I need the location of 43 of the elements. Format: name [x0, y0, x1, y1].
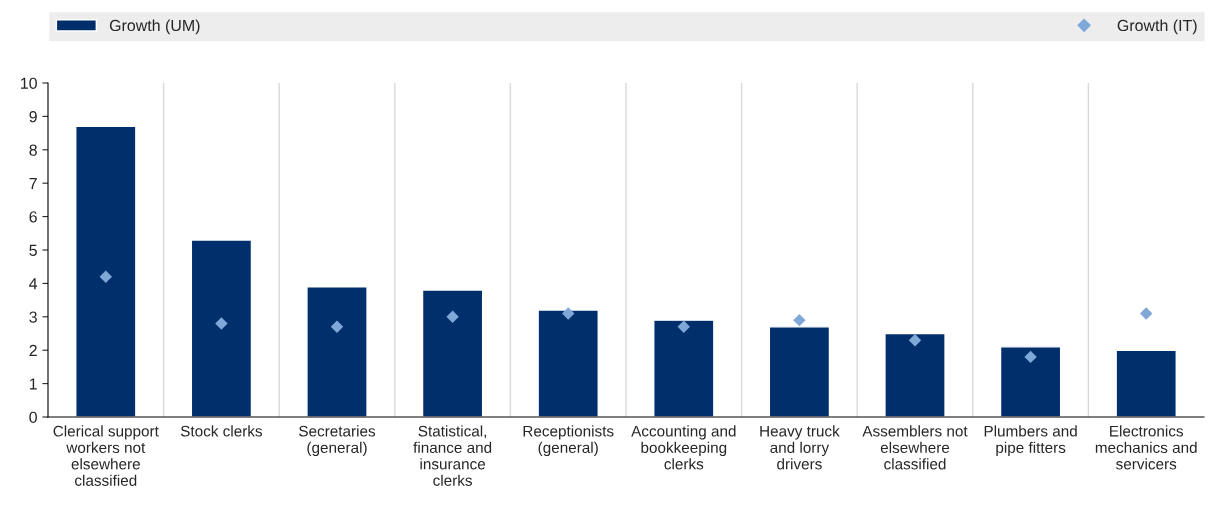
x-tick-label: Clerical support workers not elsewhere classified [53, 425, 159, 486]
bar [190, 239, 253, 417]
y-tick-label: 7 [29, 178, 37, 189]
y-tick-label: 6 [29, 211, 37, 223]
bar [537, 309, 599, 417]
point [99, 270, 113, 283]
y-tick-label: 10 [21, 77, 37, 89]
x-tick-label: Accounting and bookkeeping clerks [631, 425, 736, 470]
bar [306, 286, 368, 417]
y-tick-label: 3 [29, 311, 37, 323]
x-tick-label: Heavy truck and lorry drivers [760, 425, 840, 470]
x-tick-label: Electronics mechanics and servicers [1095, 425, 1197, 470]
point [1139, 307, 1153, 320]
x-tick-label: Statistical, finance and insurance clerks [413, 425, 492, 486]
bar [653, 319, 715, 417]
x-tick-label: Assemblers not elsewhere classified [862, 425, 968, 470]
y-tick-label: 5 [29, 244, 37, 256]
point [561, 307, 575, 320]
point [1024, 350, 1037, 364]
point [677, 320, 691, 334]
bar [999, 346, 1062, 417]
y-tick-label: 9 [29, 111, 37, 123]
point [908, 333, 922, 347]
x-tick-label: Stock clerks [180, 425, 263, 437]
point [793, 313, 806, 327]
x-tick-label: Receptionists (general) [523, 425, 614, 457]
point [330, 320, 344, 334]
y-tick-label: 0 [29, 411, 37, 423]
point [446, 310, 459, 324]
bar [768, 326, 831, 417]
x-tick-label: Plumbers and pipe fitters [984, 425, 1077, 457]
legend-label: Growth (IT) [1117, 19, 1197, 35]
x-tick-label: Secretaries (general) [299, 425, 376, 457]
y-tick-label: 4 [29, 278, 38, 290]
bar [421, 289, 484, 417]
bar [1115, 349, 1177, 417]
y-tick-label: 2 [29, 344, 37, 356]
bar [884, 332, 946, 417]
y-tick-label: 1 [29, 378, 37, 390]
point [215, 317, 228, 330]
legend-label: Growth (UM) [109, 19, 200, 35]
bar [75, 125, 137, 417]
y-tick-label: 8 [29, 144, 37, 156]
